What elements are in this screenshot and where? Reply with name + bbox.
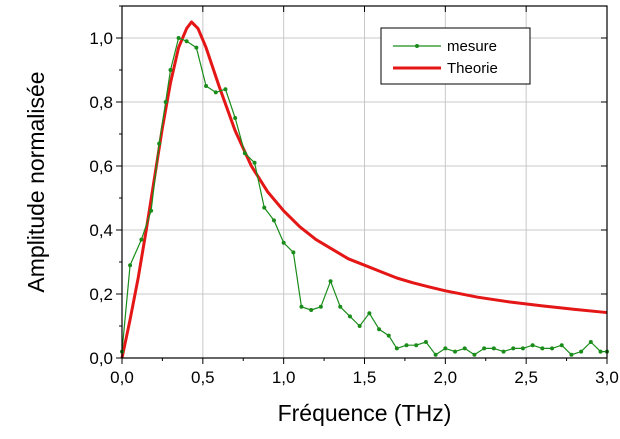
- x-axis-title: Fréquence (THz): [278, 400, 452, 426]
- data-point-mesure: [433, 352, 438, 357]
- data-point-mesure: [598, 349, 603, 354]
- data-point-mesure: [520, 346, 525, 351]
- data-point-mesure: [338, 304, 343, 309]
- data-point-mesure: [367, 311, 372, 316]
- data-point-mesure: [271, 218, 276, 223]
- x-tick-label: 1,5: [353, 368, 377, 387]
- x-tick-label: 2,0: [434, 368, 458, 387]
- data-point-mesure: [291, 250, 296, 255]
- data-point-mesure: [579, 349, 584, 354]
- data-point-mesure: [242, 151, 247, 156]
- data-point-mesure: [213, 90, 218, 95]
- data-point-mesure: [540, 346, 545, 351]
- y-tick-label: 1,0: [89, 29, 113, 48]
- y-axis-title: Amplitude normalisée: [23, 71, 49, 292]
- y-tick-label: 0,2: [89, 285, 113, 304]
- data-point-mesure: [281, 240, 286, 245]
- x-tick-label: 1,0: [272, 368, 296, 387]
- data-point-mesure: [328, 279, 333, 284]
- data-point-mesure: [377, 327, 382, 332]
- y-tick-label: 0,0: [89, 349, 113, 368]
- data-point-mesure: [501, 349, 506, 354]
- legend-box: [380, 27, 531, 85]
- data-point-mesure: [233, 116, 238, 120]
- data-point-mesure: [453, 349, 458, 354]
- legend-label-theorie: Theorie: [447, 60, 498, 77]
- data-point-mesure: [559, 343, 564, 348]
- data-point-mesure: [149, 208, 154, 213]
- data-point-mesure: [462, 346, 467, 351]
- data-point-mesure: [184, 39, 189, 44]
- legend: mesure Theorie: [380, 27, 531, 85]
- data-point-mesure: [357, 324, 362, 328]
- tick-labels: 0,0 0,5 1,0 1,5 2,0 2,5 3,0 0,0 0,2 0,4 0,6 0,8 1,0: [89, 29, 618, 387]
- data-point-mesure: [194, 45, 199, 50]
- data-point-mesure: [491, 346, 496, 351]
- data-point-mesure: [299, 304, 304, 309]
- data-point-mesure: [394, 346, 399, 351]
- legend-label-mesure: mesure: [447, 38, 497, 55]
- x-tick-label: 3,0: [595, 368, 619, 387]
- series-line-theorie: [120, 20, 608, 359]
- data-point-mesure: [223, 87, 228, 92]
- y-tick-label: 0,4: [89, 221, 113, 240]
- data-point-mesure: [472, 352, 477, 357]
- data-point-mesure: [176, 36, 181, 40]
- data-point-mesure: [252, 160, 257, 165]
- data-point-mesure: [318, 304, 323, 309]
- data-point-mesure: [204, 84, 209, 88]
- x-tick-label: 0,0: [110, 368, 134, 387]
- data-point-mesure: [404, 343, 409, 348]
- data-point-mesure: [128, 263, 133, 268]
- data-point-mesure: [163, 100, 168, 104]
- data-point-mesure: [482, 346, 487, 351]
- data-point-mesure: [423, 340, 428, 344]
- x-tick-label: 2,5: [514, 368, 538, 387]
- data-point-mesure: [550, 346, 555, 351]
- data-point-mesure: [168, 68, 173, 72]
- data-point-mesure: [347, 314, 352, 319]
- legend-marker-mesure: [415, 44, 419, 48]
- data-point-mesure: [511, 346, 516, 351]
- y-tick-label: 0,8: [89, 93, 113, 112]
- data-point-mesure: [262, 205, 267, 210]
- data-point-mesure: [139, 237, 144, 242]
- data-point-mesure: [530, 343, 535, 348]
- data-point-mesure: [309, 308, 314, 312]
- data-point-mesure: [386, 333, 391, 338]
- ticks: [116, 5, 608, 364]
- data-point-mesure: [414, 343, 419, 348]
- data-point-mesure: [157, 141, 162, 146]
- series-layer: [120, 20, 609, 359]
- data-point-mesure: [569, 352, 574, 357]
- y-tick-label: 0,6: [89, 157, 113, 176]
- x-tick-label: 0,5: [191, 368, 215, 387]
- data-point-mesure: [443, 346, 448, 351]
- data-point-mesure: [588, 340, 593, 344]
